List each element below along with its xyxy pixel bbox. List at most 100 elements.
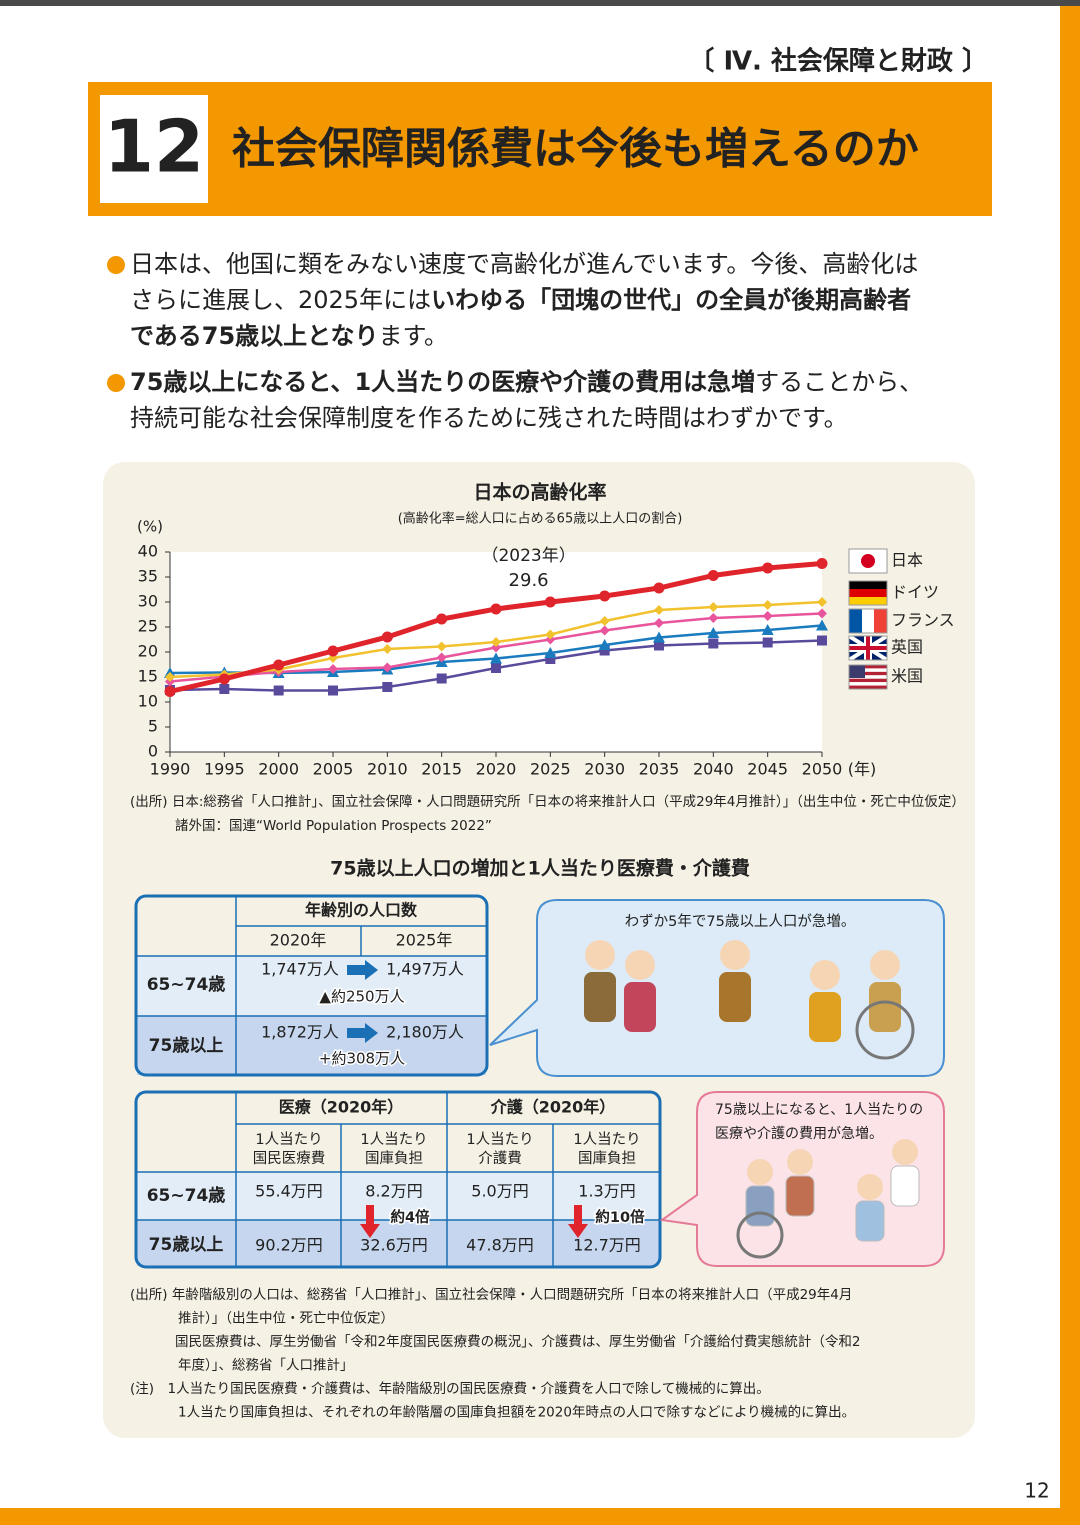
illustration xyxy=(890,1165,920,1207)
column-header: 1人当たり xyxy=(466,1131,533,1148)
x-tick-label: 2020 xyxy=(476,760,517,779)
source-line: (出所) 日本:総務省「人口推計」、国立社会保障・人口問題研究所「日本の将来推計… xyxy=(130,794,965,810)
marker xyxy=(599,625,610,636)
y-tick-label: 0 xyxy=(148,742,158,761)
flag-part xyxy=(849,685,887,689)
note-line: 年度）」、総務省「人口推計」 xyxy=(178,1358,354,1374)
x-axis-label: (年) xyxy=(848,760,877,779)
bullet-text: である75歳以上となり xyxy=(130,322,378,350)
row-label: 65~74歳 xyxy=(147,974,226,995)
flag-part xyxy=(849,589,887,597)
group-header: 医療（2020年） xyxy=(279,1098,404,1117)
x-tick-label: 2025 xyxy=(530,760,571,779)
marker xyxy=(817,608,827,619)
marker xyxy=(219,684,230,694)
x-tick-label: 2000 xyxy=(258,760,299,779)
illustration xyxy=(720,940,750,970)
marker xyxy=(491,642,501,653)
bullet-text: いわゆる「団塊の世代」の全員が後期高齢者 xyxy=(431,286,911,314)
side-bar xyxy=(1060,6,1080,1525)
column-header: 介護費 xyxy=(478,1150,522,1167)
flag-part xyxy=(849,668,887,672)
marker xyxy=(708,602,719,612)
marker xyxy=(544,647,557,658)
flag-border xyxy=(848,580,888,606)
marker xyxy=(762,637,773,648)
row-label: 65~74歳 xyxy=(147,1185,226,1206)
marker xyxy=(707,627,720,638)
x-tick-label: 1995 xyxy=(204,760,245,779)
marker xyxy=(381,631,393,643)
y-tick-label: 10 xyxy=(138,692,158,711)
note-line: 1人当たり国庫負担は、それぞれの年齢階層の国庫負担額を2020年時点の人口で除す… xyxy=(178,1405,855,1421)
table-header: 年齢別の人口数 xyxy=(305,901,418,920)
bottom-bar xyxy=(0,1508,1080,1525)
x-tick-label: 2030 xyxy=(584,760,625,779)
arrow xyxy=(347,960,378,980)
section-title: 75歳以上人口の増加と1人当たり医療費・介護費 xyxy=(330,857,750,880)
flag-part xyxy=(862,609,874,633)
marker xyxy=(816,558,828,569)
marker xyxy=(599,645,610,656)
cell-value: 1,872万人 xyxy=(261,1023,339,1042)
marker xyxy=(545,629,556,640)
marker xyxy=(544,596,556,608)
legend-label: ドイツ xyxy=(891,583,939,602)
illustration xyxy=(736,1211,784,1259)
marker xyxy=(762,611,773,621)
table-frame xyxy=(134,894,489,1077)
cell-value: 47.8万円 xyxy=(466,1236,534,1255)
flag-border xyxy=(848,548,888,574)
illustration xyxy=(745,1185,775,1227)
flag-part xyxy=(849,597,887,605)
flag-part xyxy=(849,675,887,679)
y-tick-label: 20 xyxy=(138,642,158,661)
flag xyxy=(848,580,888,606)
x-tick-label: 2035 xyxy=(639,760,680,779)
section-label: 〔 Ⅳ. 社会保障と財政 〕 xyxy=(688,46,988,77)
note-line: (出所) 年齢階級別の人口は、総務省「人口推計」、国立社会保障・人口問題研究所「… xyxy=(130,1287,852,1303)
chart-title: 日本の高齢化率 xyxy=(473,481,606,504)
change-label: ▲約250万人 xyxy=(319,988,404,1006)
number-box xyxy=(100,95,208,203)
column-header: 1人当たり xyxy=(360,1131,427,1148)
note-line: (注) 1人当たり国民医療費・介護費は、年齢階級別の国民医療費・介護費を人口で除… xyxy=(130,1380,770,1397)
callout-text: 75歳以上になると、1人当たりの xyxy=(715,1102,923,1118)
marker xyxy=(707,570,719,581)
x-tick-label: 2010 xyxy=(367,760,408,779)
row-bg xyxy=(137,1016,486,1075)
bullet-text: 持続可能な社会保障制度を作るために残された時間はわずかです。 xyxy=(130,404,848,432)
bullet-text: することから、 xyxy=(755,368,923,396)
bullet-text: 75歳以上になると、1人当たりの医療や介護の費用は急増 xyxy=(130,368,755,396)
legend-label: フランス xyxy=(891,611,955,630)
column-header: 1人当たり xyxy=(255,1131,322,1148)
cell-value: 5.0万円 xyxy=(471,1182,528,1201)
marker xyxy=(708,613,719,623)
marker xyxy=(653,582,665,594)
flag xyxy=(847,634,889,662)
legend-label: 英国 xyxy=(891,638,923,657)
marker xyxy=(218,673,230,685)
marker xyxy=(165,672,175,682)
cell-value: 2,180万人 xyxy=(386,1023,464,1042)
flag xyxy=(848,548,888,574)
row-label: 75歳以上 xyxy=(149,1234,224,1255)
illustration xyxy=(892,1139,918,1165)
change-label: +約308万人 xyxy=(319,1050,405,1068)
bullet-line: 日本は、他国に類をみない速度で高齢化が進んでいます。今後、高齢化は xyxy=(130,250,918,278)
bullet-line: である75歳以上となります。 xyxy=(130,322,448,350)
table-frame xyxy=(134,1090,662,1269)
flag-part xyxy=(849,671,887,676)
bullet-line: さらに進展し、2025年にはいわゆる「団塊の世代」の全員が後期高齢者 xyxy=(130,286,911,314)
note-line: 国民医療費は、厚生労働省「令和2年度国民医療費の概況」、介護費は、厚生労働省「介… xyxy=(175,1333,860,1350)
flag-part xyxy=(849,682,887,686)
bullet-line: 75歳以上になると、1人当たりの医療や介護の費用は急増することから、 xyxy=(130,368,923,396)
cell-value: 1,747万人 xyxy=(261,960,339,979)
x-tick-label: 2050 xyxy=(802,760,843,779)
table-header: 2020年 xyxy=(270,931,327,950)
marker xyxy=(436,613,448,625)
legend-label: 米国 xyxy=(891,667,923,686)
y-tick-label: 30 xyxy=(138,592,158,611)
ratio-label: 約10倍 xyxy=(595,1208,645,1226)
source-line: 諸外国：国連“World Population Prospects 2022” xyxy=(175,818,492,834)
